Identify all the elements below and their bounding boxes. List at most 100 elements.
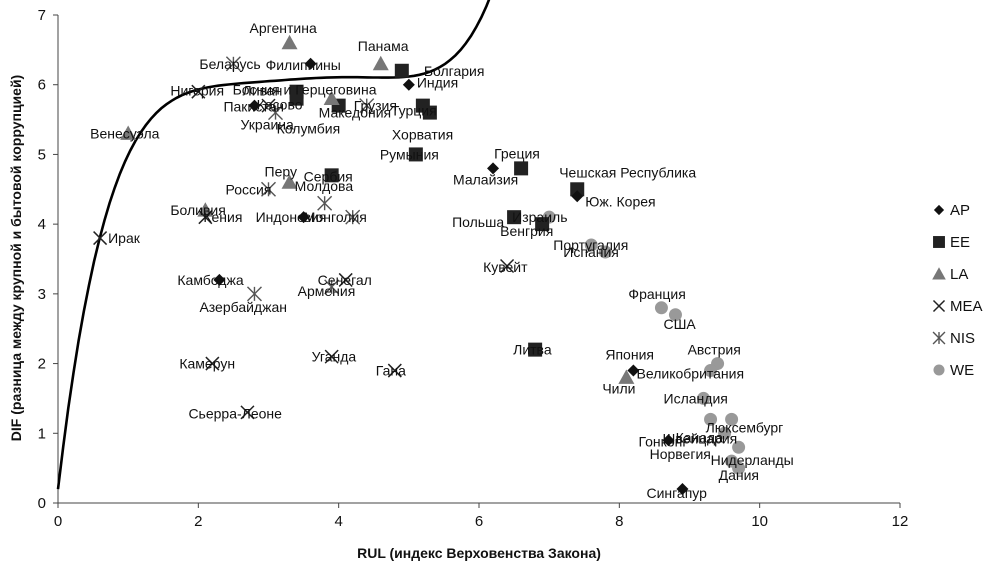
point-ee — [394, 63, 409, 78]
point-label: Уганда — [312, 349, 357, 365]
point-label: Турция — [391, 103, 437, 119]
point-label: Израиль — [512, 209, 567, 225]
y-axis-label: DIF (разница между крупной и бытовой кор… — [8, 75, 24, 441]
point-we — [668, 308, 682, 322]
point-we — [697, 391, 711, 405]
point-nis — [246, 286, 262, 302]
point-label: Монголия — [304, 209, 367, 225]
legend-item-mea: MEA — [932, 298, 983, 315]
point-label: Великобритания — [637, 366, 745, 382]
y-tick-label: 6 — [38, 77, 46, 94]
point-label: США — [663, 316, 696, 332]
point-label: Франция — [628, 286, 685, 302]
point-label: Гонконг — [638, 433, 687, 449]
point-ap — [297, 211, 310, 224]
point-ee — [514, 161, 529, 176]
point-we — [732, 461, 746, 475]
point-label: Сенегал — [318, 272, 372, 288]
point-label: Португалия — [553, 237, 628, 253]
trend-layer — [56, 0, 491, 490]
trend-line — [56, 0, 491, 490]
point-mea — [500, 258, 515, 274]
legend: AP EE LA MEA NIS WE — [932, 202, 983, 379]
point-label: Исландия — [664, 390, 728, 406]
point-label: Беларусь — [199, 56, 260, 72]
point-mea — [191, 84, 206, 99]
point-ap — [248, 99, 261, 112]
point-mea — [338, 272, 353, 287]
point-label: Испания — [563, 244, 619, 260]
point-we — [704, 364, 718, 378]
point-label: Армения — [298, 283, 356, 299]
point-la — [618, 369, 635, 384]
x-tick-label: 4 — [334, 513, 342, 530]
point-label: Сьерра-Леоне — [188, 405, 282, 421]
y-tick-label: 7 — [38, 7, 46, 24]
point-mea — [198, 210, 213, 225]
point-ap — [487, 162, 500, 175]
y-tick-label: 1 — [38, 425, 46, 442]
point-we — [732, 440, 746, 454]
point-label: Люксембург — [706, 419, 784, 435]
point-we — [718, 426, 732, 440]
point-label: Камерун — [179, 356, 235, 372]
point-ap — [304, 57, 317, 70]
point-label: Сербия — [304, 168, 353, 184]
point-mea — [205, 356, 220, 371]
point-label: Польша — [452, 214, 504, 230]
point-label: Гана — [376, 363, 406, 379]
legend-label: AP — [950, 202, 970, 219]
point-label: Грузия — [354, 98, 397, 114]
legend-item-we: WE — [933, 362, 974, 379]
point-mea — [93, 231, 108, 246]
point-label: Пакистан — [223, 99, 284, 115]
x-tick-label: 8 — [615, 513, 623, 530]
point-label: Канада — [676, 429, 724, 445]
point-ee — [528, 342, 543, 357]
legend-label: EE — [950, 234, 970, 251]
point-label: Панама — [358, 38, 409, 54]
point-label: Кувейт — [483, 259, 528, 275]
point-we — [584, 238, 598, 252]
x-tick-label: 2 — [194, 513, 202, 530]
point-label: Румыния — [380, 146, 439, 162]
y-tick-label: 3 — [38, 286, 46, 303]
point-la — [281, 174, 298, 189]
point-label: Косово — [257, 97, 303, 113]
point-label: Литва — [513, 342, 552, 358]
point-label: Ливан — [243, 83, 283, 99]
point-label: Норвегия — [650, 446, 711, 462]
point-we — [704, 412, 718, 426]
y-tick-label: 5 — [38, 146, 46, 163]
point-ee — [570, 182, 585, 197]
point-label: Ирак — [108, 230, 141, 246]
legend-item-ee: EE — [933, 234, 970, 251]
x-tick-label: 0 — [54, 513, 62, 530]
legend-label: NIS — [950, 330, 975, 347]
point-label: Венгрия — [500, 223, 553, 239]
y-tick-label: 0 — [38, 495, 46, 512]
point-label: Филиппины — [266, 57, 341, 73]
point-label: Хорватия — [392, 127, 453, 143]
point-label: Сингапур — [646, 485, 707, 501]
point-ee — [535, 217, 550, 232]
point-ap — [662, 434, 675, 447]
legend-item-nis: NIS — [932, 330, 975, 347]
point-label: Чешская Республика — [559, 164, 696, 180]
point-nis — [359, 98, 375, 114]
point-nis — [317, 195, 333, 211]
legend-label: LA — [950, 266, 968, 283]
point-la — [372, 55, 389, 71]
point-ap — [627, 364, 640, 377]
point-label: Босния и Герцеговина — [233, 82, 377, 98]
point-label: Македония — [319, 105, 391, 121]
point-label: Дания — [719, 467, 759, 483]
point-label: Япония — [605, 347, 654, 363]
point-nis — [225, 56, 241, 72]
point-nis — [261, 181, 276, 197]
point-we — [725, 412, 739, 426]
point-label: Юж. Корея — [585, 193, 655, 209]
